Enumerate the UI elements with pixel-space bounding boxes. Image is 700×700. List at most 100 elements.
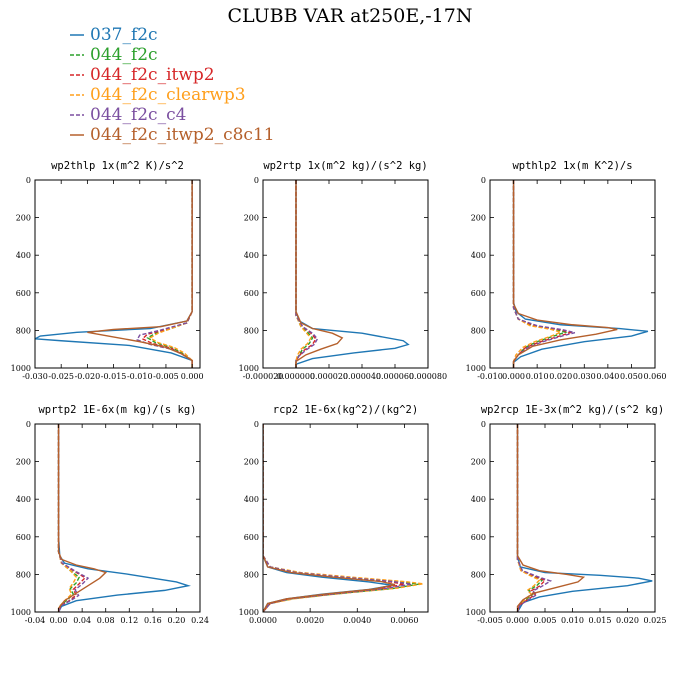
chart-panel: wprtp2 1E-6x(m kg)/(s kg) -0.04 0.00 0.04 0.… <box>11 404 209 625</box>
series-line <box>263 424 393 612</box>
x-tick-label: 0.000 <box>502 372 525 381</box>
y-tick-label: 400 <box>244 495 259 504</box>
x-tick-label: 0.12 <box>120 616 138 625</box>
y-tick-label: 800 <box>471 570 486 579</box>
series-line <box>516 424 544 612</box>
series-line <box>512 180 649 368</box>
x-tick-label: -0.015 <box>101 372 127 381</box>
x-tick-label: 0.0000 <box>249 616 277 625</box>
legend-entry: 044_f2c_c4 <box>70 105 186 125</box>
x-tick-label: -0.025 <box>48 372 74 381</box>
series-line <box>263 424 396 612</box>
x-tick-label: -0.04 <box>25 616 46 625</box>
x-tick-label: 0.16 <box>144 616 162 625</box>
y-tick-label: 0 <box>481 420 486 429</box>
series-line <box>295 180 344 368</box>
plot-frame <box>34 423 201 613</box>
y-tick-label: 1000 <box>466 608 486 617</box>
y-tick-label: 600 <box>16 533 31 542</box>
x-tick-label: 0.005 <box>534 616 557 625</box>
panel-title: wprtp2 1E-6x(m kg)/(s kg) <box>38 404 196 416</box>
series-line <box>57 424 90 612</box>
plot-frame <box>34 179 201 369</box>
y-tick-label: 600 <box>244 533 259 542</box>
y-tick-label: 400 <box>244 251 259 260</box>
series-line <box>295 180 317 368</box>
y-tick-label: 200 <box>244 214 259 223</box>
x-tick-label: 0.000 <box>506 616 529 625</box>
x-tick-label: -0.000020 <box>243 372 284 381</box>
x-tick-label: 0.030 <box>573 372 596 381</box>
chart-panel: wp2rtp 1x(m^2 kg)/(s^2 kg) -0.000020 0.000… <box>239 160 447 381</box>
x-tick-label: -0.010 <box>127 372 153 381</box>
legend-label: 037_f2c <box>90 25 158 45</box>
y-tick-label: 600 <box>244 289 259 298</box>
legend-label: 044_f2c_clearwp3 <box>90 85 246 105</box>
y-tick-label: 600 <box>471 289 486 298</box>
chart-panels: wp2thlp 1x(m^2 K)/s^2-0.030 -0.025 -0.020-… <box>11 160 667 625</box>
x-tick-label: 0.0020 <box>296 616 324 625</box>
x-tick-label: 0.00 <box>50 616 68 625</box>
plot-frame <box>262 179 429 369</box>
y-tick-label: 200 <box>244 458 259 467</box>
y-tick-label: 1000 <box>11 608 31 617</box>
series-line <box>57 424 192 612</box>
series-line <box>295 180 312 368</box>
y-tick-label: 800 <box>16 570 31 579</box>
x-tick-label: 0.050 <box>620 372 643 381</box>
y-tick-label: 400 <box>16 251 31 260</box>
plot-frame <box>489 179 656 369</box>
series-line <box>295 180 319 368</box>
chart-panel: rcp2 1E-6x(kg^2)/(kg^2) 0.0000 0.0020 0.004… <box>239 404 429 625</box>
series-line <box>35 180 193 368</box>
series-line <box>148 180 193 368</box>
legend-entry: 044_f2c_itwp2 <box>70 65 215 85</box>
x-tick-label: -0.005 <box>477 616 503 625</box>
y-tick-label: 600 <box>16 289 31 298</box>
series-line <box>57 424 108 612</box>
x-tick-label: 0.020 <box>616 616 639 625</box>
series-group <box>263 424 424 612</box>
x-tick-label: 0.08 <box>97 616 115 625</box>
y-tick-label: 800 <box>244 326 259 335</box>
series-line <box>295 180 410 368</box>
x-tick-label: 0.000080 <box>409 372 447 381</box>
x-tick-label: 0.025 <box>644 616 667 625</box>
x-tick-label: -0.020 <box>75 372 101 381</box>
y-tick-label: 400 <box>16 495 31 504</box>
series-line <box>516 424 586 612</box>
x-tick-label: 0.000 <box>181 372 204 381</box>
y-tick-label: 0 <box>26 176 31 185</box>
y-tick-label: 1000 <box>466 364 486 373</box>
panel-title: wp2rtp 1x(m^2 kg)/(s^2 kg) <box>263 160 427 172</box>
y-tick-label: 0 <box>26 420 31 429</box>
y-tick-label: 400 <box>471 495 486 504</box>
legend: 037_f2c044_f2c044_f2c_itwp2044_f2c_clear… <box>70 25 275 145</box>
x-tick-label: 0.04 <box>73 616 91 625</box>
x-tick-label: 0.000020 <box>310 372 348 381</box>
y-tick-label: 1000 <box>239 364 259 373</box>
panel-title: wpthlp2 1x(m K^2)/s <box>512 160 632 172</box>
y-tick-label: 200 <box>471 214 486 223</box>
legend-entry: 037_f2c <box>70 25 158 45</box>
x-tick-label: 0.20 <box>168 616 186 625</box>
legend-label: 044_f2c <box>90 45 158 65</box>
x-tick-label: 0.020 <box>549 372 572 381</box>
series-line <box>263 424 419 612</box>
series-line <box>516 424 547 612</box>
series-line <box>512 180 618 368</box>
y-tick-label: 800 <box>471 326 486 335</box>
series-line <box>57 424 87 612</box>
plot-frame <box>262 423 429 613</box>
y-tick-label: 600 <box>471 533 486 542</box>
series-line <box>516 424 553 612</box>
y-tick-label: 1000 <box>11 364 31 373</box>
chart-panel: wp2thlp 1x(m^2 K)/s^2-0.030 -0.025 -0.020-… <box>11 160 204 381</box>
legend-entry: 044_f2c_itwp2_c8c11 <box>70 125 275 145</box>
x-tick-label: 0.000060 <box>376 372 414 381</box>
y-tick-label: 200 <box>471 458 486 467</box>
series-group <box>295 180 410 368</box>
x-tick-label: 0.010 <box>526 372 549 381</box>
x-tick-label: -0.010 <box>477 372 503 381</box>
